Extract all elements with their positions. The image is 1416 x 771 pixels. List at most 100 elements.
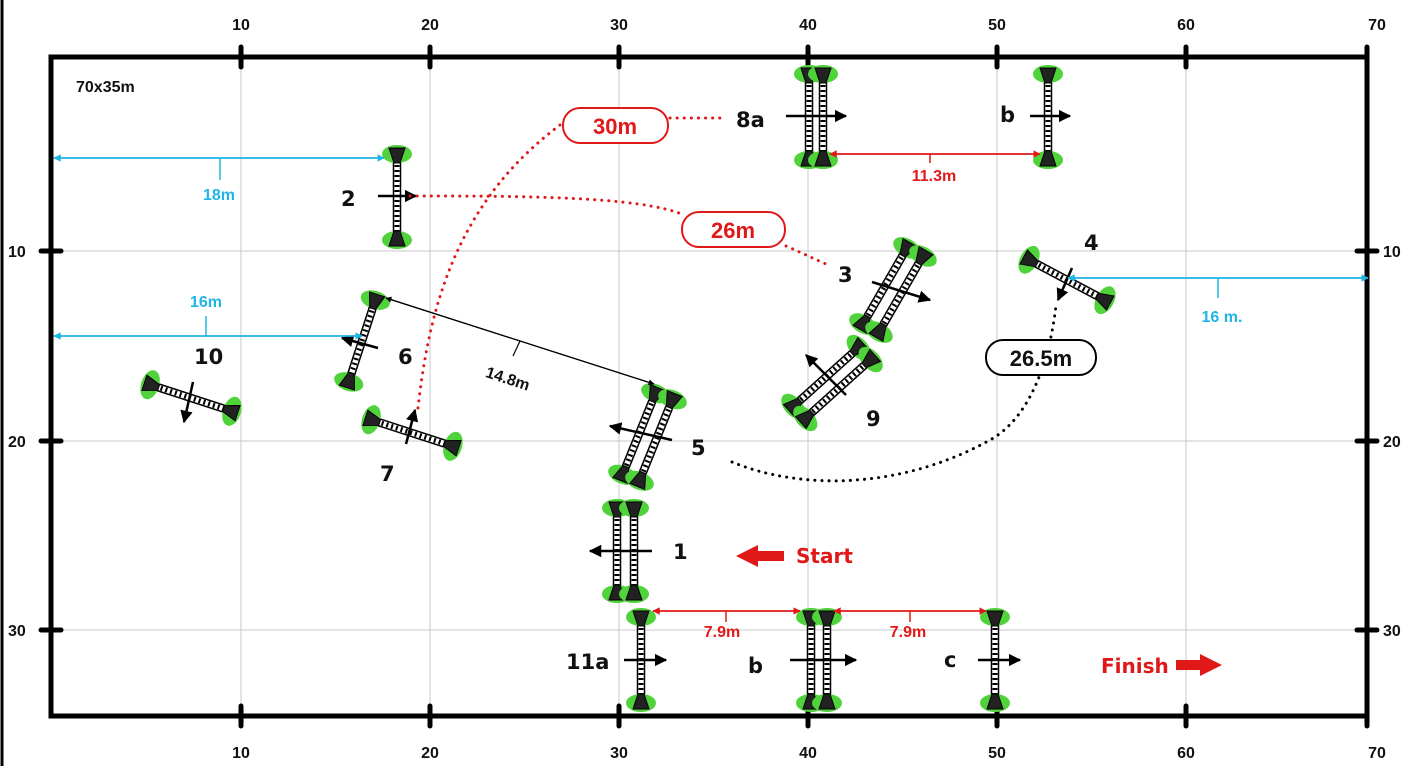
svg-text:26.5m: 26.5m [1010,346,1072,371]
obstacle-labels: 8a b 2 3 4 6 10 7 9 5 1 11a b c [194,103,1099,678]
jump-wing [360,290,390,311]
x-tick-labels-top: 10 20 30 40 50 60 70 [232,17,1386,34]
jump-5-pole-b [625,389,687,491]
jump-wing [808,150,838,169]
jump-wing [619,584,649,603]
blue-measure-lines [53,154,1369,340]
distance-bubble-26-5m: 26.5m [985,339,1097,376]
x-tick-label: 70 [1368,745,1386,762]
jump-wing [334,371,364,392]
y-tick-labels-right: 10 20 30 [1383,244,1401,640]
jump-3-pole-b [865,245,937,343]
distance-7-9m-first: 7.9m [704,624,740,641]
obstacle-label-8a: 8a [736,108,765,132]
x-tick-label: 60 [1177,745,1195,762]
obstacle-label-10: 10 [194,345,223,369]
jump-wing [1018,245,1040,274]
x-tick-label: 70 [1368,17,1386,34]
start-arrow-icon [736,545,784,567]
x-tick-label: 30 [610,745,628,762]
distance-14-8m: 14.8m [483,364,531,394]
jump-10-pole [140,370,242,426]
x-tick-label: 50 [988,17,1006,34]
arrow-3 [871,280,932,303]
distance-bubble-30m: 30m [562,107,669,144]
grid-lines [52,58,1367,716]
obstacle-label-1: 1 [673,540,688,564]
jump-wing [382,145,412,164]
y-tick-labels-left: 10 20 30 [8,244,26,640]
y-tick-label: 10 [1383,244,1401,261]
jump-wing [980,608,1010,627]
obstacle-label-8b: b [1000,103,1015,127]
jump-wing [808,65,838,84]
jump-7-pole [361,405,463,461]
jump-9-pole-a [781,334,871,420]
course-border [48,54,1370,719]
jump-wing [980,693,1010,712]
y-tick-label: 20 [8,434,26,451]
distance-11-3m: 11.3m [912,168,956,185]
distance-16m-right: 16 m. [1202,309,1243,326]
finish-label: Finish [1101,654,1169,678]
jump-wing [140,370,161,400]
jump-wing [1094,286,1116,315]
jump-6-pole [334,290,390,392]
arrow-5 [608,422,673,442]
distance-7-9m-second: 7.9m [890,624,926,641]
start-finish-arrows [736,545,1222,676]
jump-wing [626,693,656,712]
y-tick-label: 30 [8,623,26,640]
svg-text:26m: 26m [711,218,755,243]
x-tick-label: 60 [1177,17,1195,34]
distance-bubble-26m: 26m [681,211,786,248]
distance-18m: 18m [203,187,235,204]
x-tick-label: 10 [232,17,250,34]
jump-wing [865,321,893,343]
x-tick-label: 30 [610,17,628,34]
obstacle-label-11a: 11a [566,650,609,674]
jump-wing [619,499,649,518]
jump-wing [858,346,883,373]
x-tick-label: 40 [799,17,817,34]
black-measure-line [385,296,655,386]
y-tick-label: 10 [8,244,26,261]
obstacle-label-7: 7 [380,462,395,486]
jump-wing [625,470,654,491]
obstacle-label-11c: c [944,648,956,672]
x-tick-label: 20 [421,17,439,34]
obstacle-label-9: 9 [866,407,881,431]
obstacle-label-6: 6 [398,345,413,369]
tick-marks [38,44,1380,729]
jump-wing [442,431,463,461]
jump-wing [793,405,818,432]
jump-wing [382,230,412,249]
red-measure-lines [652,150,1041,622]
obstacle-label-5: 5 [691,436,706,460]
jump-wing [1033,65,1063,84]
dotted-paths [408,116,1058,483]
jump-wing [361,405,382,435]
arrow-9 [805,354,847,396]
start-label: Start [796,544,853,568]
svg-text:30m: 30m [593,114,637,139]
x-tick-label: 10 [232,745,250,762]
x-tick-label: 40 [799,745,817,762]
direction-arrows [180,109,1074,667]
jumps-layer [140,65,1116,712]
jump-wing [221,396,242,426]
x-tick-labels-bottom: 10 20 30 40 50 60 70 [232,745,1386,762]
obstacle-label-11b: b [748,654,763,678]
x-tick-label: 50 [988,745,1006,762]
obstacle-label-3: 3 [838,263,853,287]
finish-arrow-icon [1176,654,1222,676]
distance-16m-left: 16m [190,294,222,311]
jump-wing [909,245,937,267]
obstacle-label-4: 4 [1084,231,1099,255]
jump-9-pole-b [793,346,883,432]
course-size-label: 70x35m [76,79,135,96]
x-tick-label: 20 [421,745,439,762]
arrow-7 [404,408,419,445]
jump-wing [812,693,842,712]
